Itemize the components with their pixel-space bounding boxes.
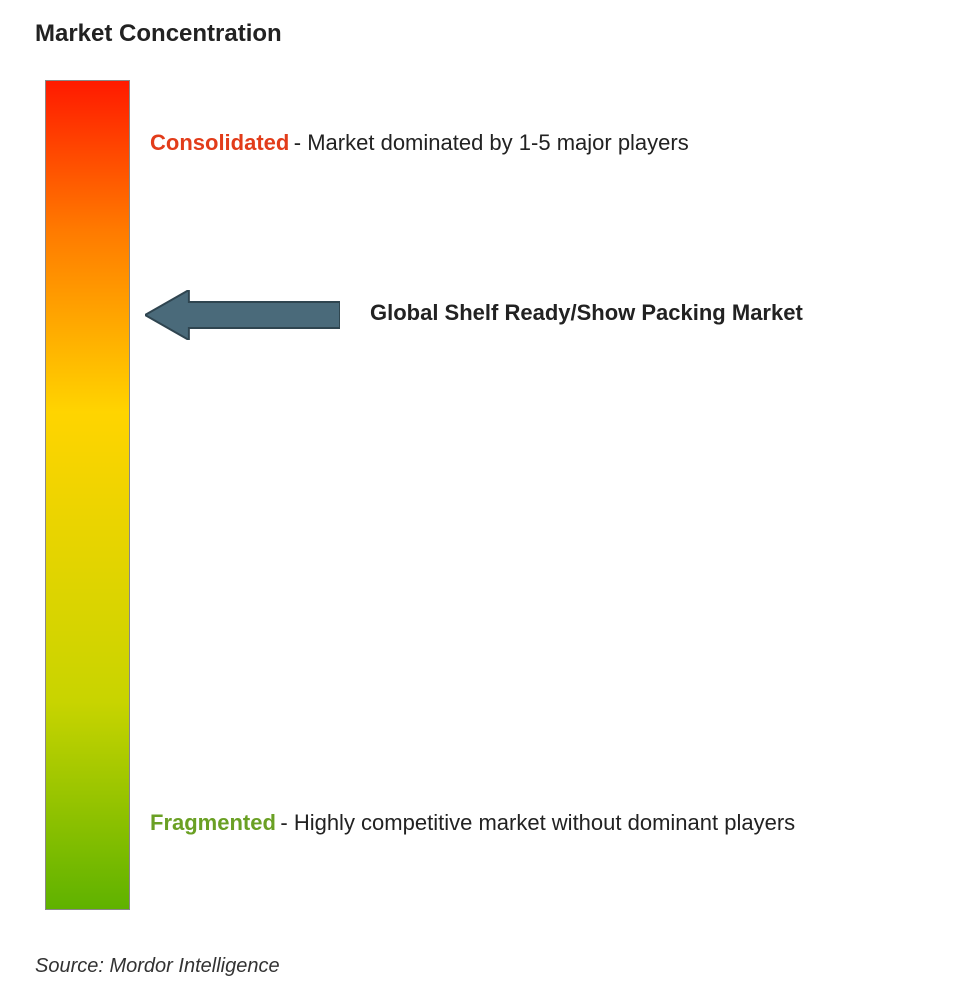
fragmented-label: Fragmented	[150, 810, 276, 835]
infographic-page: Market Concentration Consolidated - Mark…	[0, 0, 963, 1008]
consolidated-desc: - Market dominated by 1-5 major players	[294, 130, 689, 155]
source-attribution: Source: Mordor Intelligence	[35, 955, 280, 978]
consolidated-block: Consolidated - Market dominated by 1-5 m…	[150, 130, 933, 156]
arrow-left-icon	[145, 290, 340, 340]
consolidated-label: Consolidated	[150, 130, 289, 155]
page-title: Market Concentration	[35, 20, 282, 48]
fragmented-desc: - Highly competitive market without domi…	[280, 810, 795, 835]
fragmented-block: Fragmented - Highly competitive market w…	[150, 810, 933, 836]
market-position-label: Global Shelf Ready/Show Packing Market	[370, 300, 933, 326]
concentration-gradient-bar	[45, 80, 130, 910]
